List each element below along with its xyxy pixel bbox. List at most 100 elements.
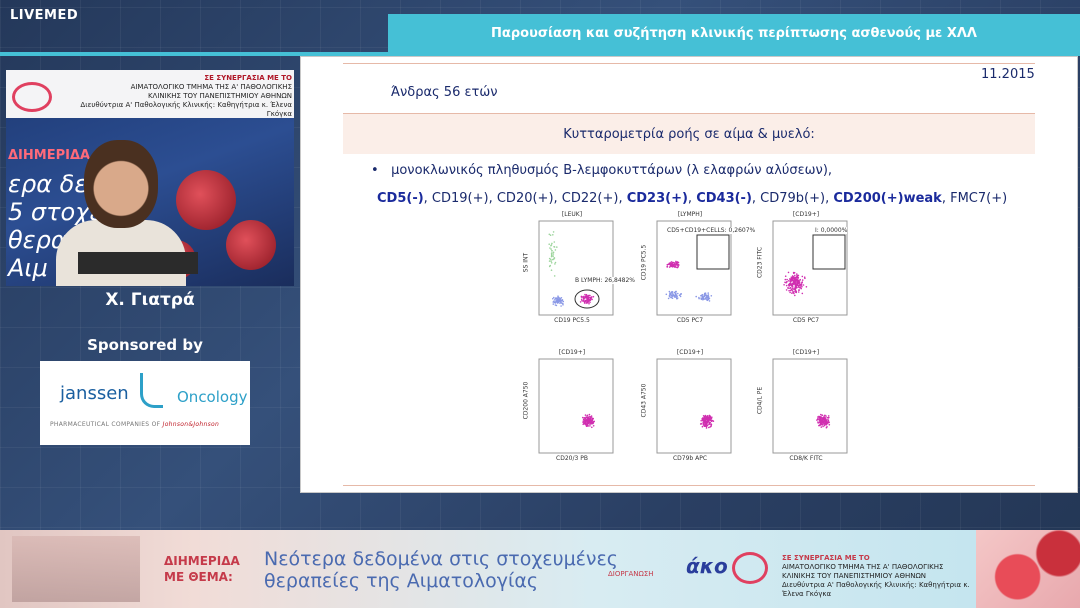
event-dot [703, 417, 706, 419]
event-dot [674, 294, 676, 296]
event-dot [786, 278, 788, 281]
event-dot [796, 273, 798, 275]
event-dot [789, 287, 791, 289]
slide-rule [343, 485, 1035, 486]
event-dot [668, 266, 671, 268]
event-dot [585, 419, 587, 421]
sponsor-logo: janssen Oncology PHARMACEUTICAL COMPANIE… [40, 361, 250, 445]
event-dot [789, 291, 791, 294]
event-dot [670, 296, 672, 299]
slide-section-band: Κυτταρομετρία ροής σε αίμα & μυελό: [343, 113, 1035, 154]
header-divider [0, 52, 1080, 56]
event-dot [823, 424, 826, 427]
plot-x-label: CD8/K FITC [789, 455, 823, 462]
organizer-logo: άκο [686, 554, 728, 578]
event-dot [797, 291, 800, 293]
event-dot [706, 295, 708, 297]
event-dot [680, 293, 682, 295]
event-dot [585, 293, 588, 296]
event-dot [708, 423, 710, 426]
event-dot [672, 265, 675, 267]
event-dot [784, 278, 787, 281]
event-dot [700, 419, 702, 422]
gate-outline [812, 234, 846, 270]
event-dot [711, 416, 713, 418]
event-dot [796, 280, 799, 283]
presenter-video[interactable]: ΣΕ ΣΥΝΕΡΓΑΣΙΑ ΜΕ ΤΟ ΑΙΜΑΤΟΛΟΓΙΚΟ ΤΜΗΜΑ Τ… [6, 70, 294, 286]
event-dot [552, 234, 554, 236]
plot-title: [CD19+] [792, 349, 820, 356]
event-dot [797, 274, 800, 277]
event-dot [554, 302, 557, 304]
event-dot [585, 416, 587, 418]
event-dot [553, 258, 555, 260]
event-dot [789, 282, 792, 285]
event-dot [797, 277, 800, 279]
sponsor-name: janssen [60, 383, 129, 404]
event-dot [592, 425, 595, 427]
event-dot [552, 253, 555, 255]
event-dot [672, 263, 675, 266]
event-dot [670, 263, 673, 266]
event-dot [702, 419, 704, 422]
event-dot [827, 415, 830, 417]
event-dot [824, 417, 826, 420]
event-dot [785, 289, 788, 291]
marker-segment: CD5(-) [377, 191, 424, 206]
scatter-plot: [CD19+] CD79b APC CD43 A750 [641, 349, 733, 462]
event-dot [822, 421, 824, 423]
event-dot [821, 414, 824, 416]
event-dot [589, 294, 591, 297]
event-dot [792, 282, 794, 285]
event-dot [826, 426, 828, 428]
event-dot [795, 278, 798, 280]
event-dot [818, 415, 821, 418]
event-dot [706, 299, 709, 302]
event-dot [586, 300, 589, 303]
event-dot [804, 277, 806, 280]
marker-segment: CD23(+) [626, 191, 688, 206]
event-dot [560, 305, 562, 307]
event-dot [825, 415, 827, 417]
event-dot [823, 416, 825, 419]
event-dot [557, 295, 559, 297]
event-dot [784, 281, 786, 284]
event-word: ΔΙΗΜΕΡΙΔΑ [8, 148, 91, 163]
event-dot [584, 299, 587, 302]
event-dot [589, 301, 591, 303]
event-dot [554, 298, 556, 301]
event-dot [820, 421, 823, 423]
event-dot [580, 299, 583, 301]
event-dot [825, 420, 828, 423]
event-dot [590, 415, 593, 417]
event-dot [702, 297, 704, 299]
event-dot [707, 419, 710, 422]
event-dot [591, 426, 593, 429]
event-dot [800, 287, 802, 290]
marker-segment: , CD79b(+), [751, 191, 834, 206]
event-dot [552, 297, 554, 300]
event-dot [560, 301, 562, 303]
slide-date: 11.2015 [981, 67, 1035, 82]
event-dot [708, 297, 711, 300]
plot-canvas [538, 358, 614, 454]
event-dot [706, 424, 708, 426]
event-dot [701, 295, 704, 298]
event-dot [584, 301, 586, 303]
event-dot [702, 421, 704, 424]
event-dot [552, 255, 554, 257]
event-dot [702, 424, 705, 426]
event-title: ερα δεδ 5 στοχευμέ θεραπε Αιμ [8, 170, 145, 282]
event-dot [805, 286, 808, 288]
event-dot [794, 278, 796, 281]
event-dot [587, 297, 589, 299]
event-dot [677, 261, 680, 264]
event-dot [785, 284, 788, 287]
plot-title: [CD19+] [558, 349, 586, 356]
plot-title: [LYMPH] [677, 211, 703, 218]
event-dot [798, 284, 801, 287]
event-dot [580, 295, 583, 298]
bottom-info: ΣΕ ΣΥΝΕΡΓΑΣΙΑ ΜΕ ΤΟ ΑΙΜΑΤΟΛΟΓΙΚΟ ΤΜΗΜΑ Τ… [782, 554, 970, 598]
event-dot [794, 288, 797, 290]
event-dot [789, 278, 791, 280]
